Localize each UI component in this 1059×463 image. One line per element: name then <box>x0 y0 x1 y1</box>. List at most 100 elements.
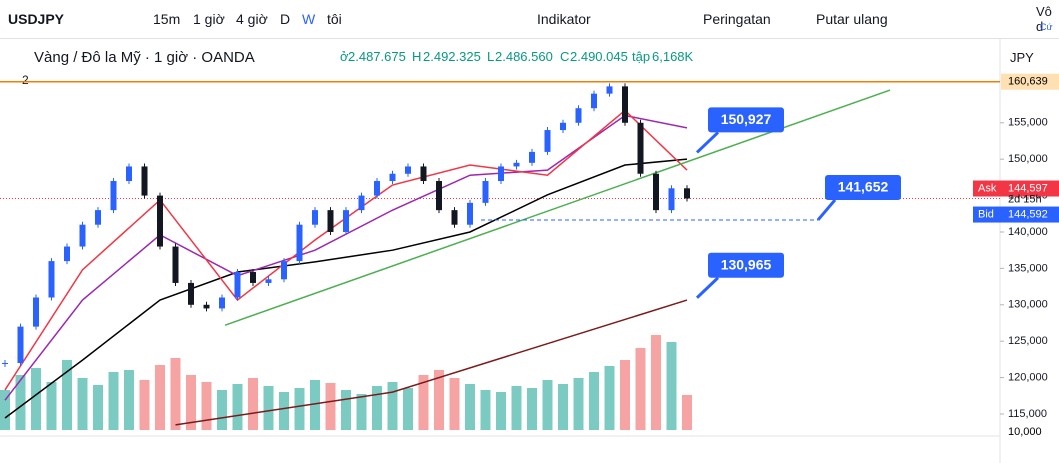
volume-bar <box>15 375 26 430</box>
volume-bar <box>542 380 553 430</box>
candle <box>281 261 287 280</box>
y-tick-label: 150,000 <box>1008 153 1048 165</box>
volume-bar <box>496 392 506 430</box>
volume-bar <box>201 382 212 430</box>
volume-bar <box>511 386 522 430</box>
volume-bar <box>0 390 10 430</box>
candle <box>358 195 365 211</box>
candle <box>436 181 442 211</box>
volume-bar <box>480 390 491 430</box>
volume-bar <box>108 372 119 430</box>
replay-button[interactable]: Putar ulang <box>816 11 888 27</box>
candle <box>312 210 318 225</box>
volume-value: 6,168K <box>652 49 694 64</box>
y-tick-label: 125,000 <box>1008 335 1048 347</box>
volume-bar <box>124 370 134 430</box>
interval[interactable]: W <box>302 11 316 27</box>
candle <box>374 181 380 196</box>
volume-bar <box>604 366 615 430</box>
bid-badge <box>973 206 1059 223</box>
volume-bar <box>294 388 305 430</box>
volume-bar <box>372 386 382 430</box>
candle <box>389 173 396 182</box>
volume-bar <box>418 375 429 430</box>
callout-pointer <box>816 198 837 221</box>
callout-box <box>708 252 784 278</box>
interval[interactable]: 1 giờ <box>193 11 225 27</box>
volume-bar <box>589 372 599 430</box>
candle <box>110 181 117 211</box>
candle <box>637 122 644 174</box>
volume-bar <box>263 386 274 430</box>
candle <box>203 304 210 309</box>
volume-label: tập <box>632 49 651 64</box>
volume-bar <box>635 348 646 430</box>
candle <box>172 246 179 283</box>
volume-bar <box>651 335 661 430</box>
toolbar: USDJPY 15m 1 giờ 4 giờ D W tôi Indikator… <box>0 0 1059 39</box>
ask-name: Ask <box>978 182 997 194</box>
y-tick-label: 130,000 <box>1008 299 1048 311</box>
candle <box>513 162 520 167</box>
candle <box>653 173 659 211</box>
volume-bar <box>356 394 367 430</box>
indicator-button[interactable]: Indikator <box>537 11 591 27</box>
volume-bar <box>666 342 677 430</box>
interval[interactable]: 4 giờ <box>236 11 268 27</box>
symbol[interactable]: USDJPY <box>8 11 65 27</box>
volume-bar <box>527 388 537 430</box>
volume-bar <box>217 390 227 430</box>
volume-bar <box>46 382 57 430</box>
volume-bar <box>77 378 88 430</box>
candle <box>296 224 303 262</box>
candle <box>219 297 225 309</box>
volume-bar <box>139 380 150 430</box>
candle <box>33 297 39 327</box>
ask-badge <box>973 180 1059 197</box>
candle <box>64 246 70 262</box>
volume-bar <box>93 385 103 430</box>
candle <box>48 261 55 298</box>
ohlc-value: 2.492.325 <box>423 49 481 64</box>
interval[interactable]: D <box>280 11 291 27</box>
ohlc-label: L <box>487 49 495 64</box>
ohlc-label: C <box>560 49 570 64</box>
long-ma <box>175 299 688 426</box>
account-sub: Cứ <box>1040 22 1053 32</box>
interval[interactable]: tôi <box>327 11 342 27</box>
volume-bar <box>170 358 181 430</box>
moving-average <box>4 109 688 391</box>
ohlc-label: ở <box>340 49 349 64</box>
y-tick-label: 140,000 <box>1008 226 1048 238</box>
y-tick-label: 115,000 <box>1008 408 1047 420</box>
moving-average <box>4 158 688 419</box>
candle <box>250 272 256 283</box>
y-tick-label: 120,000 <box>1008 371 1048 383</box>
volume-bar <box>31 368 41 430</box>
account[interactable]: Vô d <box>1036 4 1052 34</box>
volume-bar <box>403 388 413 430</box>
interval[interactable]: 15m <box>153 11 181 27</box>
candle <box>498 166 504 182</box>
callout-pointer <box>695 276 720 299</box>
ohlc-value: 2.490.045 <box>570 49 628 64</box>
currency[interactable]: JPY <box>1010 50 1034 65</box>
ohlc-value: 2.487.675 <box>348 49 406 64</box>
pane-count[interactable]: 2 <box>22 73 29 87</box>
candle <box>560 122 566 131</box>
candle <box>529 151 535 163</box>
volume-bar <box>279 392 289 430</box>
candle <box>126 166 132 182</box>
volume-bar <box>186 375 196 430</box>
candle <box>684 188 690 199</box>
y-tick-label: 135,000 <box>1008 262 1048 274</box>
alert-button[interactable]: Peringatan <box>703 11 771 27</box>
candle <box>2 363 8 365</box>
callout-label: 141,652 <box>838 179 889 195</box>
volume-bar <box>573 378 584 430</box>
candle <box>327 210 334 232</box>
candle <box>575 108 582 123</box>
candle <box>265 279 272 283</box>
bid-name: Bid <box>978 208 994 220</box>
